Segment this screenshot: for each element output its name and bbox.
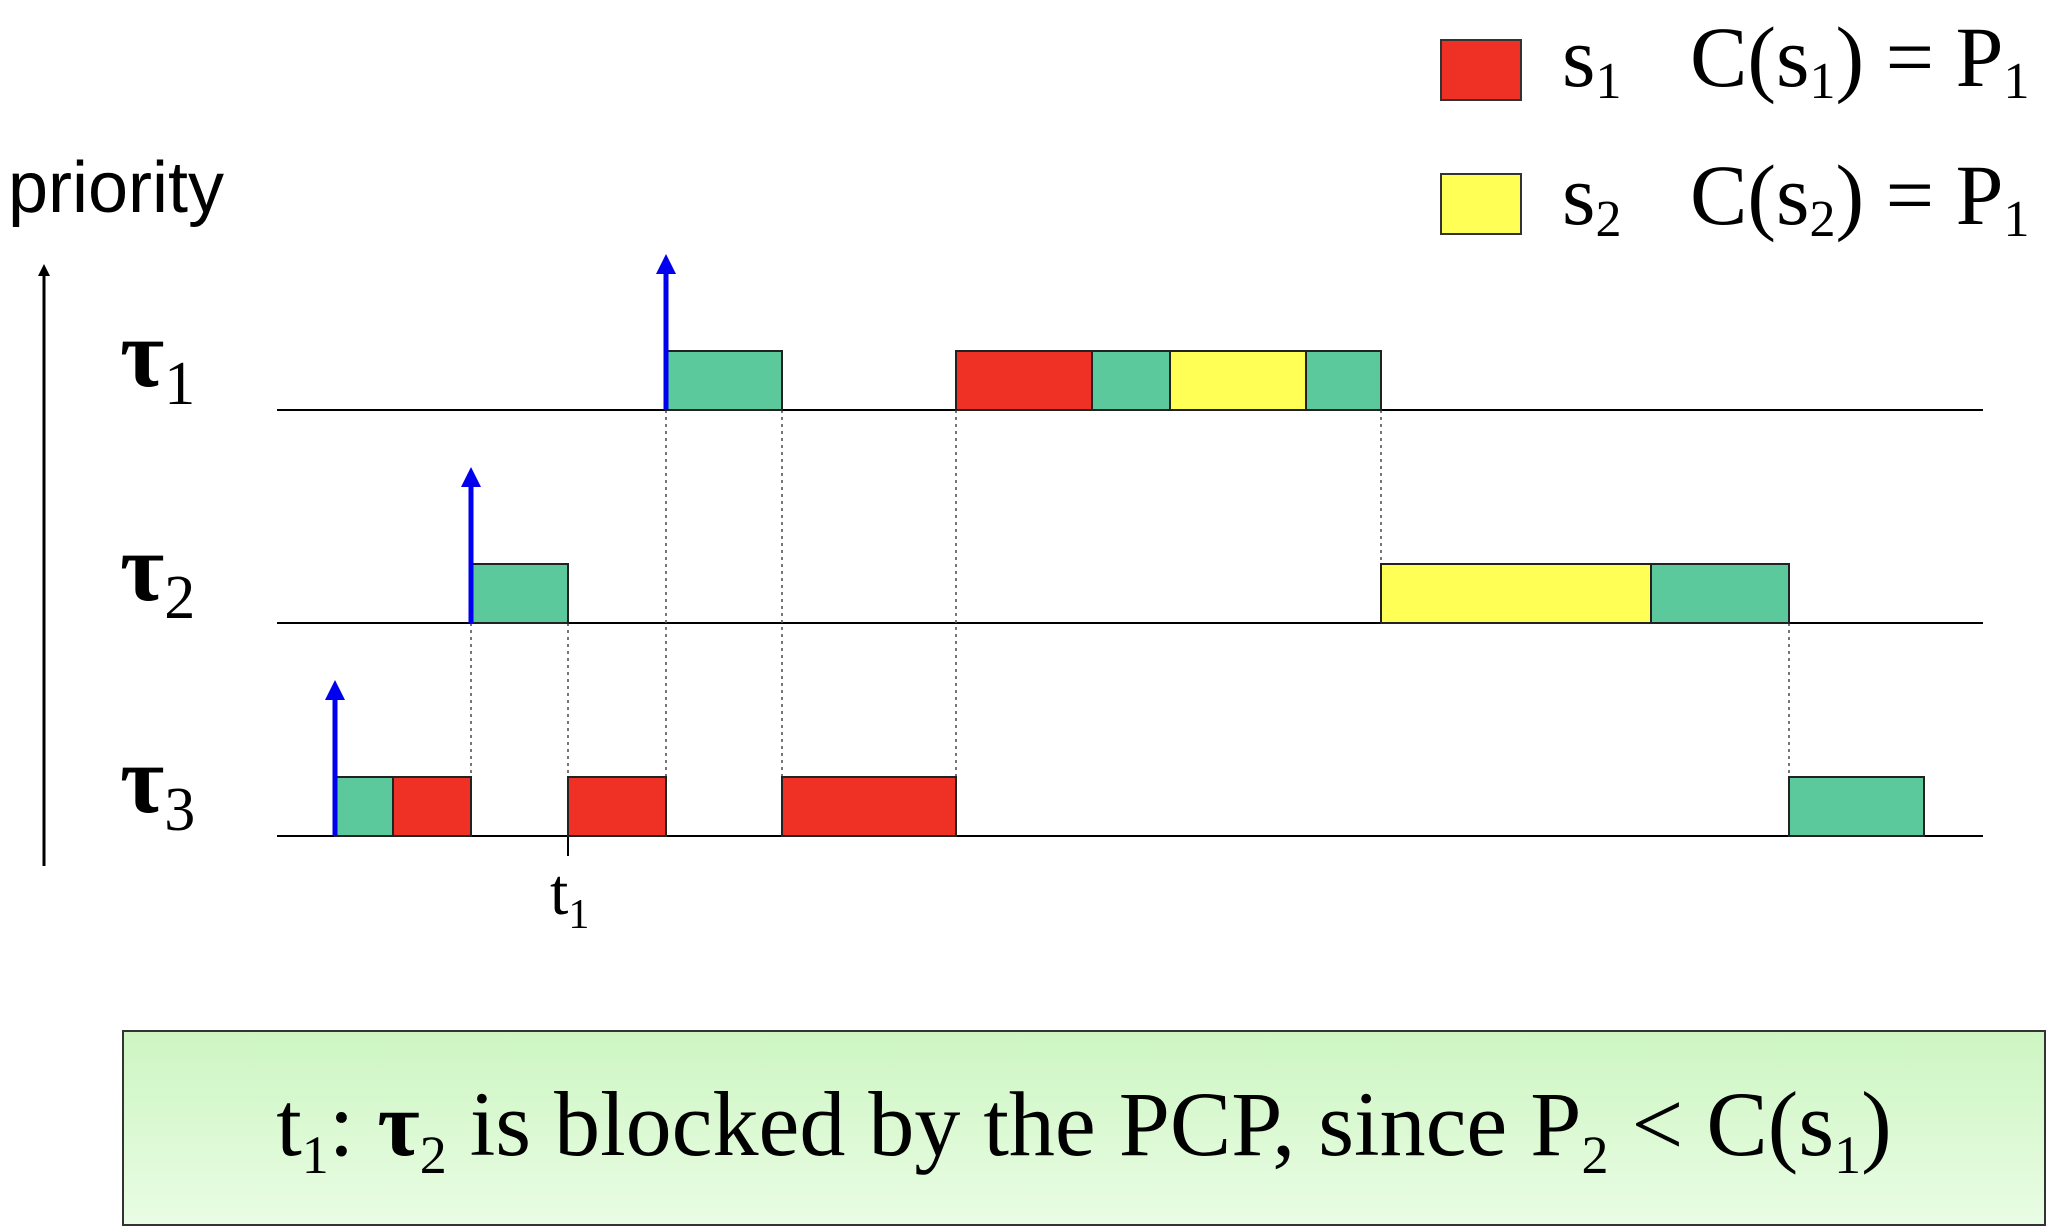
tau1-s1-block [955, 350, 1093, 411]
tau3-normal-block [1788, 776, 1925, 837]
legend-label-s1: s1 [1562, 9, 1621, 110]
legend-formula-s1: C(s1) = P1 [1690, 9, 2029, 110]
tau2-s2-block [1380, 563, 1652, 624]
task-label-tau3: τ3 [120, 726, 195, 844]
tau2-normal-block [470, 563, 569, 624]
tau1-s2-block [1169, 350, 1307, 411]
tau3-blocks [334, 776, 1925, 837]
explanation-note: t1: τ2 is blocked by the PCP, since P2 <… [122, 1030, 2046, 1226]
legend-swatch-s1 [1440, 39, 1522, 101]
tau2-blocks [470, 563, 1790, 624]
tau3-normal-block [334, 776, 394, 837]
tau1-normal-block [1091, 350, 1171, 411]
tau3-s1-block [781, 776, 957, 837]
tau3-s1-block [567, 776, 667, 837]
tau3-s1-block [392, 776, 472, 837]
tau2-normal-block [1650, 563, 1790, 624]
legend-label-s2: s2 [1562, 147, 1621, 248]
t1-label: t1 [550, 856, 589, 938]
tau1-normal-block [1305, 350, 1382, 411]
tau1-normal-block [665, 350, 783, 411]
task-label-tau1: τ1 [120, 300, 195, 418]
explanation-text: t1: τ2 is blocked by the PCP, since P2 <… [276, 1072, 1892, 1185]
y-axis-label: priority [8, 148, 224, 228]
legend-formula-s2: C(s2) = P1 [1690, 147, 2029, 248]
legend: s1 C(s1) = P1 s2 C(s2) = P1 [1440, 9, 2029, 248]
tau1-blocks [665, 350, 1382, 411]
legend-swatch-s2 [1440, 173, 1522, 235]
arrival-arrows [325, 254, 676, 836]
task-label-tau2: τ2 [120, 514, 195, 632]
